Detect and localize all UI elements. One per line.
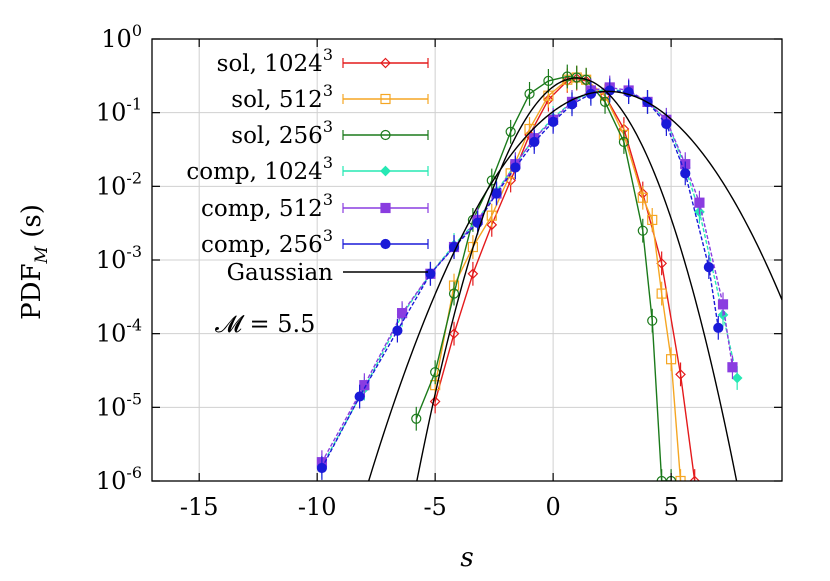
data-point	[425, 268, 436, 279]
data-point	[656, 475, 667, 481]
legend-label: comp, 2563	[201, 226, 333, 258]
legend-entry-1: sol, 5123	[231, 81, 429, 113]
mach-annotation: 𝓜 = 5.5	[215, 310, 315, 338]
data-point	[680, 168, 691, 179]
data-point	[717, 299, 729, 310]
y-axis-label: PDFM (s)	[17, 204, 52, 320]
x-tick-label: -5	[423, 493, 446, 521]
data-point	[392, 325, 403, 336]
legend: sol, 10243 sol, 5123 sol, 2563 comp, 10243 c…	[186, 45, 429, 286]
series-line	[321, 89, 719, 469]
y-tick-label: 10-1	[96, 95, 142, 127]
legend-entry-3: comp, 10243	[186, 153, 429, 185]
legend-entry-6: Gaussian	[227, 260, 428, 286]
y-axis-label-sub: M	[32, 245, 52, 264]
data-point	[694, 197, 705, 208]
data-point	[637, 225, 648, 236]
series-1	[430, 65, 686, 481]
data-point	[656, 258, 668, 269]
data-point	[467, 268, 479, 280]
data-point	[703, 262, 714, 273]
legend-marker	[380, 57, 391, 69]
data-point	[448, 288, 460, 299]
series-6	[367, 77, 782, 481]
data-point	[618, 136, 630, 148]
y-axis-label-suffix: (s)	[17, 204, 47, 246]
legend-marker	[380, 93, 391, 105]
data-point	[448, 328, 460, 340]
series-line	[434, 76, 682, 481]
data-point	[529, 136, 540, 148]
legend-entry-2: sol, 2563	[231, 117, 429, 149]
data-point	[647, 315, 658, 326]
y-tick-label: 10-2	[96, 168, 142, 200]
series-line	[434, 77, 696, 481]
x-tick-label: 5	[663, 493, 678, 521]
data-point	[510, 162, 521, 173]
legend-marker	[380, 129, 391, 141]
gaussian-curve-0	[416, 77, 738, 481]
legend-label: comp, 10243	[186, 153, 333, 185]
legend-label: Gaussian	[227, 260, 334, 286]
legend-entry-4: comp, 5123	[201, 190, 429, 222]
legend-marker	[380, 165, 391, 177]
data-point	[467, 241, 478, 253]
data-point	[486, 219, 498, 231]
data-point	[548, 116, 559, 127]
data-point	[647, 214, 658, 226]
data-point	[666, 354, 677, 365]
legend-marker	[380, 202, 391, 214]
legend-marker	[380, 238, 391, 250]
data-point	[354, 391, 365, 402]
data-point	[731, 372, 743, 384]
legend-entry-5: comp, 2563	[201, 226, 429, 258]
y-tick-label: 10-4	[96, 316, 142, 348]
x-tick-label: -10	[298, 493, 337, 521]
y-tick-label: 10-6	[96, 463, 142, 495]
data-point	[661, 118, 672, 130]
x-axis-label: s	[460, 543, 473, 573]
y-tick-label: 10-5	[96, 389, 142, 421]
data-point	[486, 210, 497, 221]
data-point	[637, 192, 648, 203]
data-point	[675, 369, 686, 380]
data-point	[411, 413, 422, 424]
legend-label: comp, 5123	[201, 190, 333, 222]
legend-entry-0: sol, 10243	[217, 45, 429, 77]
y-axis-label-main: PDF	[17, 263, 47, 319]
data-point	[656, 288, 667, 299]
data-point	[491, 188, 502, 199]
data-point	[713, 322, 724, 333]
gaussian-curve-1	[367, 90, 782, 481]
data-point	[524, 88, 535, 99]
data-point	[543, 75, 554, 86]
series-5	[316, 78, 724, 480]
y-tick-label: 10-3	[96, 242, 142, 274]
data-point	[675, 475, 686, 481]
svg-text:PDFM (s): PDFM (s)	[17, 204, 52, 320]
data-point	[316, 462, 327, 474]
data-point	[604, 85, 615, 96]
y-tick-label: 100	[101, 21, 142, 53]
data-point	[571, 72, 582, 83]
legend-label: sol, 2563	[231, 117, 333, 149]
data-point	[727, 362, 738, 373]
data-point	[689, 475, 701, 481]
data-point	[505, 126, 516, 137]
x-tick-label: 0	[545, 493, 560, 521]
x-tick-label: -15	[180, 493, 219, 521]
data-point	[429, 396, 441, 407]
legend-label: sol, 10243	[217, 45, 333, 77]
legend-label: sol, 5123	[231, 81, 333, 113]
data-point	[397, 308, 408, 319]
